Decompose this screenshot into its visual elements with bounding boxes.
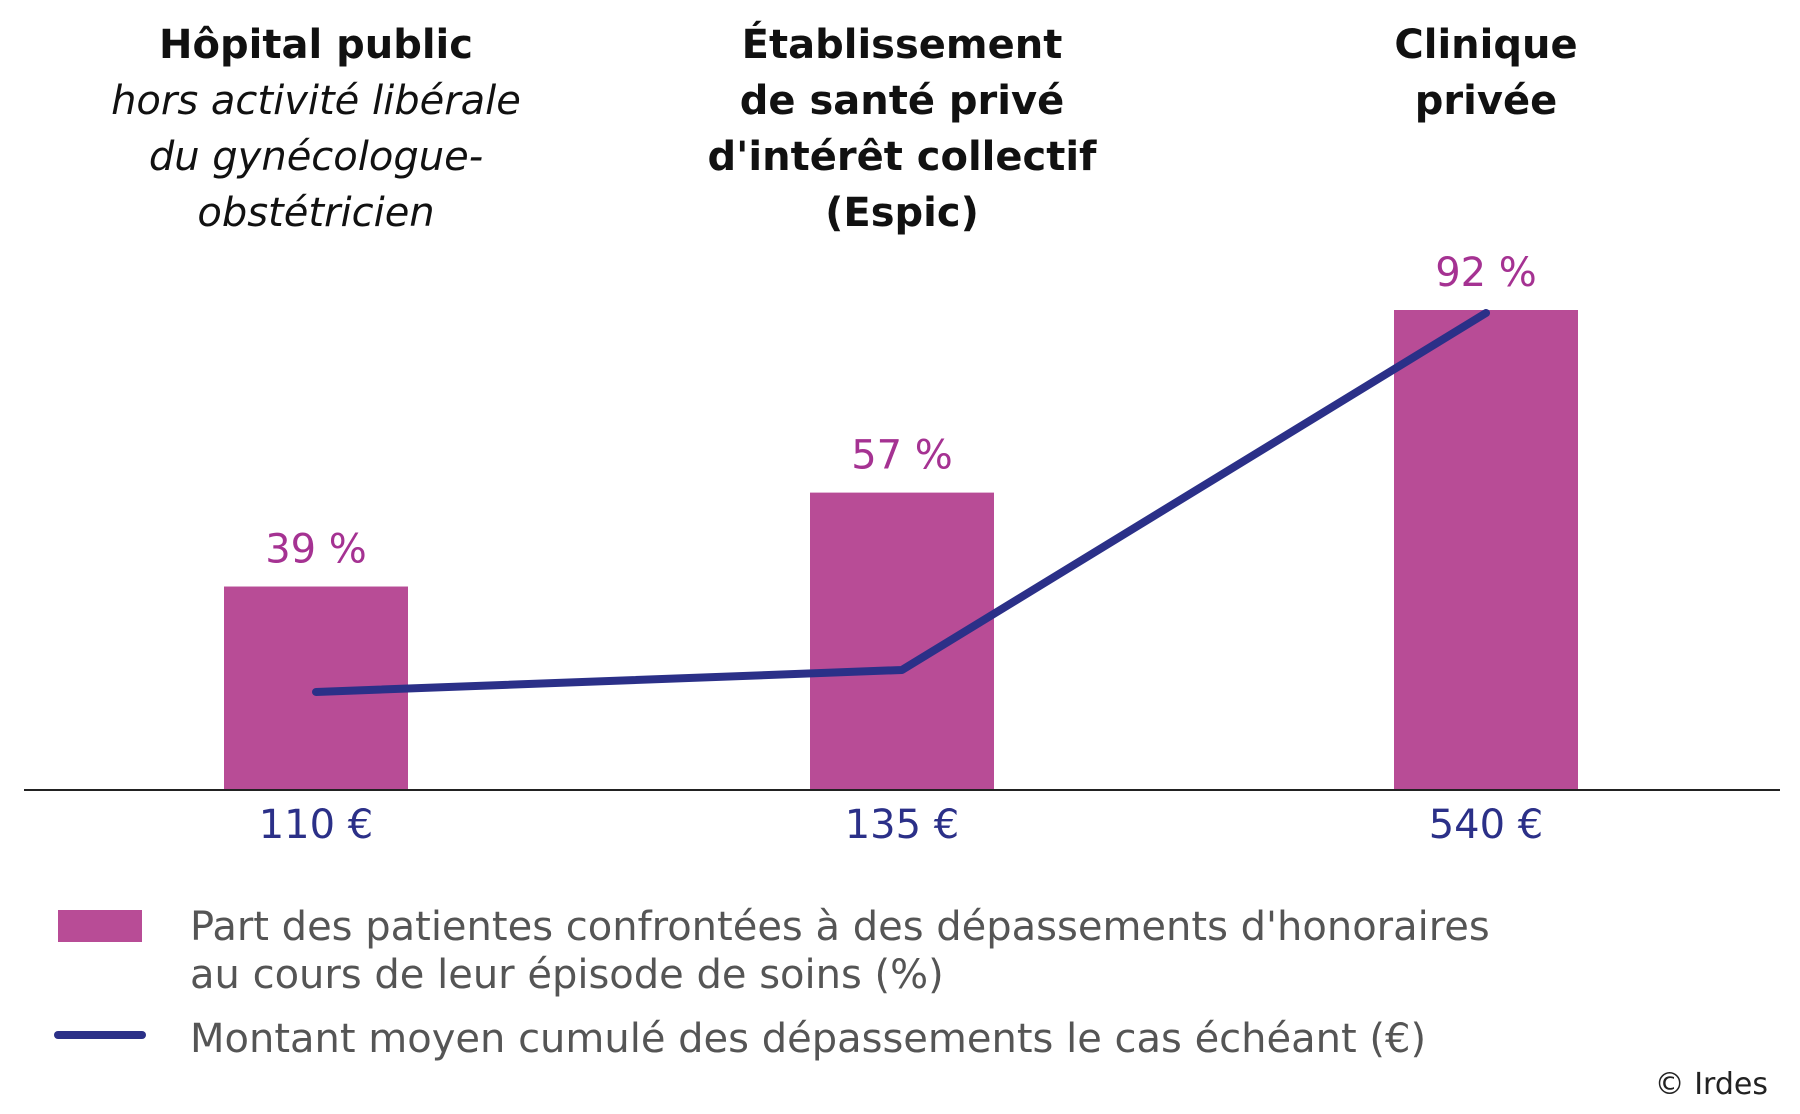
category-title-1-line-4: obstétricien [197,190,434,236]
category-title-2-line-1: Établissement [742,20,1063,68]
amount-line [312,309,1490,696]
legend-bar-swatch [58,910,142,942]
category-title-1-line-3: du gynécologue- [149,134,483,180]
category-title-3-line-1: Clinique [1394,22,1577,68]
amount-line-series [312,309,1490,696]
category-title-2-line-4: (Espic) [825,190,979,236]
bar-value-label-2: 57 % [851,433,953,479]
copyright-source: © Irdes [1655,1067,1768,1102]
bar-2 [810,492,994,790]
legend-bar-label-line-2: au cours de leur épisode de soins (%) [190,952,944,998]
amount-value-labels: 110 € 135 € 540 € [259,802,1544,848]
category-title-1-line-2: hors activité libérale [111,78,521,124]
bar-value-labels: 39 % 57 % 92 % [265,250,1537,573]
category-title-2-line-2: de santé privé [740,78,1064,124]
category-title-2-line-3: d'intérêt collectif [708,134,1098,180]
bar-value-label-3: 92 % [1435,250,1537,296]
category-titles: Hôpital public hors activité libérale du g… [111,20,1578,236]
amount-label-3: 540 € [1429,802,1544,848]
bar-value-label-1: 39 % [265,527,367,573]
bars [224,310,1578,790]
legend-line-label: Montant moyen cumulé des dépassements le… [190,1016,1426,1062]
bar-3 [1394,310,1578,790]
category-title-3-line-2: privée [1415,78,1557,124]
amount-label-2: 135 € [845,802,960,848]
legend-bar-label-line-1: Part des patientes confrontées à des dép… [190,904,1490,950]
category-title-1-line-1: Hôpital public [159,22,473,68]
amount-label-1: 110 € [259,802,374,848]
legend: Part des patientes confrontées à des dép… [54,904,1490,1062]
